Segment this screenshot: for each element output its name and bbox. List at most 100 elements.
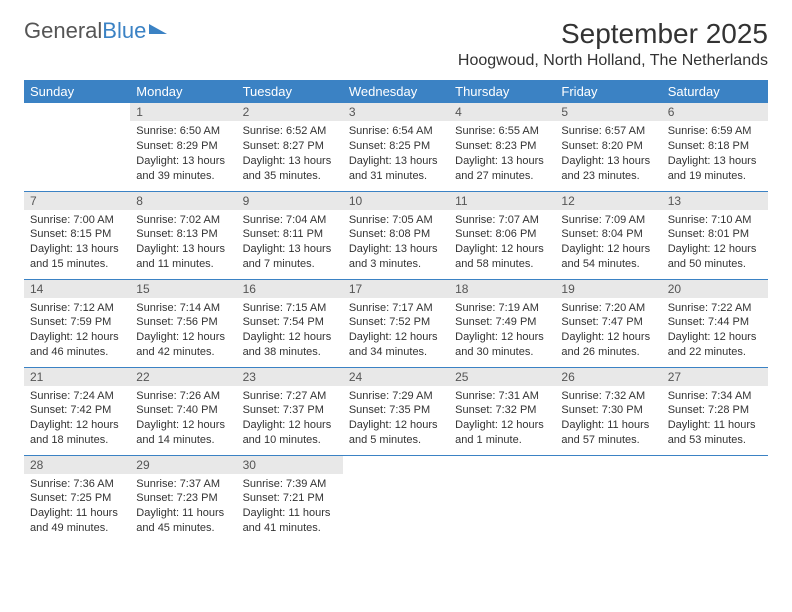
calendar-cell: 26Sunrise: 7:32 AMSunset: 7:30 PMDayligh… <box>555 367 661 455</box>
day-details: Sunrise: 6:52 AMSunset: 8:27 PMDaylight:… <box>237 121 343 188</box>
day-number: 21 <box>24 368 130 386</box>
day-details: Sunrise: 6:55 AMSunset: 8:23 PMDaylight:… <box>449 121 555 188</box>
day-details: Sunrise: 7:07 AMSunset: 8:06 PMDaylight:… <box>449 210 555 277</box>
sunset-text: Sunset: 8:20 PM <box>561 139 655 154</box>
sunset-text: Sunset: 8:29 PM <box>136 139 230 154</box>
calendar-week: 21Sunrise: 7:24 AMSunset: 7:42 PMDayligh… <box>24 367 768 455</box>
weekday-header: Thursday <box>449 80 555 103</box>
calendar-week: 7Sunrise: 7:00 AMSunset: 8:15 PMDaylight… <box>24 191 768 279</box>
day-number: 10 <box>343 192 449 210</box>
sunrise-text: Sunrise: 7:32 AM <box>561 389 655 404</box>
day-details: Sunrise: 7:02 AMSunset: 8:13 PMDaylight:… <box>130 210 236 277</box>
day-details: Sunrise: 7:05 AMSunset: 8:08 PMDaylight:… <box>343 210 449 277</box>
day-details: Sunrise: 7:09 AMSunset: 8:04 PMDaylight:… <box>555 210 661 277</box>
sunrise-text: Sunrise: 7:34 AM <box>668 389 762 404</box>
sunrise-text: Sunrise: 7:10 AM <box>668 213 762 228</box>
sunset-text: Sunset: 8:06 PM <box>455 227 549 242</box>
calendar-cell: 3Sunrise: 6:54 AMSunset: 8:25 PMDaylight… <box>343 103 449 191</box>
calendar-cell: 10Sunrise: 7:05 AMSunset: 8:08 PMDayligh… <box>343 191 449 279</box>
calendar-cell: 29Sunrise: 7:37 AMSunset: 7:23 PMDayligh… <box>130 455 236 543</box>
logo-text-1: General <box>24 18 102 44</box>
header: GeneralBlue September 2025 Hoogwoud, Nor… <box>24 18 768 70</box>
sunset-text: Sunset: 7:47 PM <box>561 315 655 330</box>
daylight-text: Daylight: 13 hours and 11 minutes. <box>136 242 230 272</box>
calendar-cell: 15Sunrise: 7:14 AMSunset: 7:56 PMDayligh… <box>130 279 236 367</box>
day-details: Sunrise: 7:04 AMSunset: 8:11 PMDaylight:… <box>237 210 343 277</box>
sunrise-text: Sunrise: 6:55 AM <box>455 124 549 139</box>
sunset-text: Sunset: 7:28 PM <box>668 403 762 418</box>
weekday-header: Sunday <box>24 80 130 103</box>
day-details: Sunrise: 7:39 AMSunset: 7:21 PMDaylight:… <box>237 474 343 541</box>
day-details: Sunrise: 7:15 AMSunset: 7:54 PMDaylight:… <box>237 298 343 365</box>
daylight-text: Daylight: 12 hours and 54 minutes. <box>561 242 655 272</box>
daylight-text: Daylight: 12 hours and 50 minutes. <box>668 242 762 272</box>
title-block: September 2025 Hoogwoud, North Holland, … <box>458 18 768 70</box>
day-number: 15 <box>130 280 236 298</box>
weekday-header: Tuesday <box>237 80 343 103</box>
daylight-text: Daylight: 12 hours and 26 minutes. <box>561 330 655 360</box>
daylight-text: Daylight: 11 hours and 49 minutes. <box>30 506 124 536</box>
sunset-text: Sunset: 7:30 PM <box>561 403 655 418</box>
calendar-cell: 30Sunrise: 7:39 AMSunset: 7:21 PMDayligh… <box>237 455 343 543</box>
sunset-text: Sunset: 8:18 PM <box>668 139 762 154</box>
sunset-text: Sunset: 7:54 PM <box>243 315 337 330</box>
calendar-cell <box>24 103 130 191</box>
sunset-text: Sunset: 8:01 PM <box>668 227 762 242</box>
day-number: 1 <box>130 103 236 121</box>
day-details: Sunrise: 6:50 AMSunset: 8:29 PMDaylight:… <box>130 121 236 188</box>
sunrise-text: Sunrise: 7:31 AM <box>455 389 549 404</box>
logo-text-2: Blue <box>102 18 146 44</box>
day-number: 24 <box>343 368 449 386</box>
sunset-text: Sunset: 7:35 PM <box>349 403 443 418</box>
sunrise-text: Sunrise: 7:24 AM <box>30 389 124 404</box>
sunrise-text: Sunrise: 6:57 AM <box>561 124 655 139</box>
calendar-week: 1Sunrise: 6:50 AMSunset: 8:29 PMDaylight… <box>24 103 768 191</box>
sunset-text: Sunset: 7:42 PM <box>30 403 124 418</box>
day-details: Sunrise: 7:34 AMSunset: 7:28 PMDaylight:… <box>662 386 768 453</box>
calendar-cell <box>662 455 768 543</box>
day-number: 19 <box>555 280 661 298</box>
calendar-cell: 23Sunrise: 7:27 AMSunset: 7:37 PMDayligh… <box>237 367 343 455</box>
sunset-text: Sunset: 8:13 PM <box>136 227 230 242</box>
day-number: 17 <box>343 280 449 298</box>
calendar-cell: 28Sunrise: 7:36 AMSunset: 7:25 PMDayligh… <box>24 455 130 543</box>
sunrise-text: Sunrise: 7:37 AM <box>136 477 230 492</box>
day-details: Sunrise: 6:57 AMSunset: 8:20 PMDaylight:… <box>555 121 661 188</box>
day-number: 12 <box>555 192 661 210</box>
day-number: 23 <box>237 368 343 386</box>
calendar-cell: 19Sunrise: 7:20 AMSunset: 7:47 PMDayligh… <box>555 279 661 367</box>
day-details: Sunrise: 7:24 AMSunset: 7:42 PMDaylight:… <box>24 386 130 453</box>
sunset-text: Sunset: 7:23 PM <box>136 491 230 506</box>
day-number: 16 <box>237 280 343 298</box>
sunset-text: Sunset: 8:27 PM <box>243 139 337 154</box>
day-details: Sunrise: 6:59 AMSunset: 8:18 PMDaylight:… <box>662 121 768 188</box>
sunset-text: Sunset: 7:44 PM <box>668 315 762 330</box>
day-details: Sunrise: 7:20 AMSunset: 7:47 PMDaylight:… <box>555 298 661 365</box>
daylight-text: Daylight: 12 hours and 10 minutes. <box>243 418 337 448</box>
sunset-text: Sunset: 7:59 PM <box>30 315 124 330</box>
day-details: Sunrise: 7:12 AMSunset: 7:59 PMDaylight:… <box>24 298 130 365</box>
sunset-text: Sunset: 8:23 PM <box>455 139 549 154</box>
day-number: 13 <box>662 192 768 210</box>
sunset-text: Sunset: 7:40 PM <box>136 403 230 418</box>
day-details: Sunrise: 7:14 AMSunset: 7:56 PMDaylight:… <box>130 298 236 365</box>
calendar-cell: 13 Sunrise: 7:10 AMSunset: 8:01 PMDayligh… <box>662 191 768 279</box>
daylight-text: Daylight: 11 hours and 41 minutes. <box>243 506 337 536</box>
daylight-text: Daylight: 13 hours and 19 minutes. <box>668 154 762 184</box>
day-details: Sunrise: 7:19 AMSunset: 7:49 PMDaylight:… <box>449 298 555 365</box>
weekday-header: Saturday <box>662 80 768 103</box>
daylight-text: Daylight: 11 hours and 53 minutes. <box>668 418 762 448</box>
calendar-cell: 2Sunrise: 6:52 AMSunset: 8:27 PMDaylight… <box>237 103 343 191</box>
day-details: Sunrise: 7:36 AMSunset: 7:25 PMDaylight:… <box>24 474 130 541</box>
sunset-text: Sunset: 7:37 PM <box>243 403 337 418</box>
calendar-cell: 8Sunrise: 7:02 AMSunset: 8:13 PMDaylight… <box>130 191 236 279</box>
sunrise-text: Sunrise: 7:39 AM <box>243 477 337 492</box>
day-number: 3 <box>343 103 449 121</box>
daylight-text: Daylight: 11 hours and 57 minutes. <box>561 418 655 448</box>
day-number: 25 <box>449 368 555 386</box>
day-number: 5 <box>555 103 661 121</box>
month-title: September 2025 <box>458 18 768 50</box>
day-number: 7 <box>24 192 130 210</box>
calendar-cell: 6Sunrise: 6:59 AMSunset: 8:18 PMDaylight… <box>662 103 768 191</box>
daylight-text: Daylight: 12 hours and 1 minute. <box>455 418 549 448</box>
